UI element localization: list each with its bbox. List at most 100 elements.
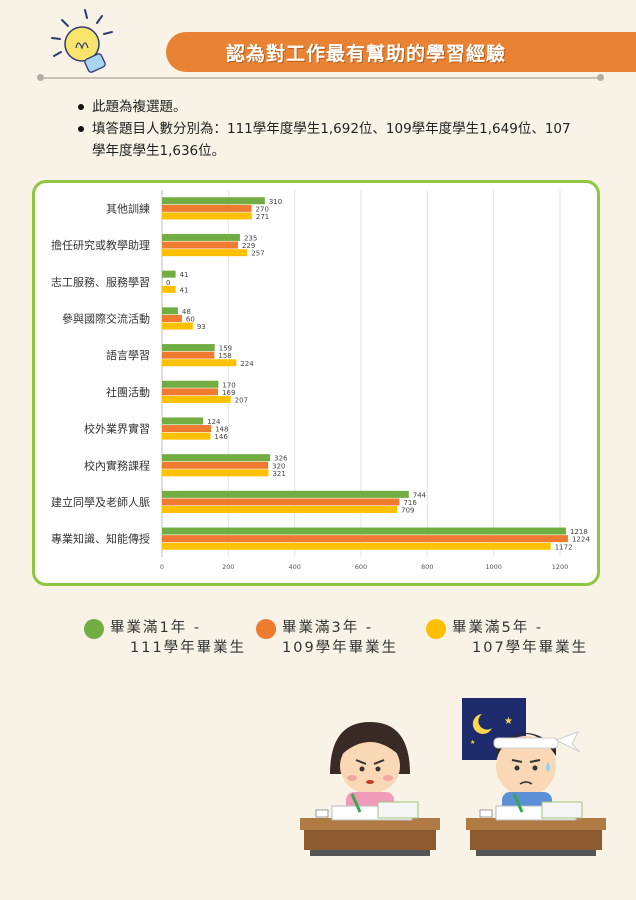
legend-line2: 107學年畢業生 bbox=[472, 640, 589, 656]
data-label: 224 bbox=[240, 360, 254, 368]
bar bbox=[162, 542, 551, 550]
star-icon: ★ bbox=[470, 739, 475, 746]
eraser-icon bbox=[315, 809, 329, 818]
data-label: 169 bbox=[222, 389, 235, 397]
legend-line2: 109學年畢業生 bbox=[282, 640, 399, 656]
legend-swatch bbox=[84, 619, 104, 639]
bar bbox=[162, 388, 219, 396]
data-label: 320 bbox=[272, 462, 285, 470]
chart-frame bbox=[32, 180, 600, 586]
bar bbox=[162, 351, 215, 359]
bar bbox=[162, 204, 252, 212]
x-tick-label: 200 bbox=[222, 563, 234, 571]
data-label: 0 bbox=[166, 279, 170, 287]
x-tick-label: 0 bbox=[160, 563, 164, 571]
bar bbox=[162, 249, 248, 257]
data-label: 744 bbox=[413, 491, 427, 499]
category-label: 其他訓練 bbox=[106, 201, 150, 215]
legend-item: 畢業滿3年 - 109學年畢業生 bbox=[256, 618, 398, 658]
data-label: 1218 bbox=[570, 528, 588, 536]
category-label: 建立同學及老師人脈 bbox=[51, 495, 150, 509]
notes-list: 此題為複選題。 填答題目人數分別為：111學年度學生1,692位、109學年度學… bbox=[78, 96, 578, 162]
x-tick-label: 800 bbox=[421, 563, 433, 571]
data-label: 235 bbox=[244, 234, 257, 242]
note-item: 填答題目人數分別為：111學年度學生1,692位、109學年度學生1,649位、… bbox=[78, 118, 578, 162]
x-tick-label: 1000 bbox=[485, 563, 502, 571]
data-label: 170 bbox=[222, 381, 235, 389]
category-label: 志工服務、服務學習 bbox=[51, 275, 150, 289]
bar bbox=[162, 241, 238, 249]
pencil-icon bbox=[350, 793, 362, 813]
star-icon: ★ bbox=[504, 716, 513, 727]
data-label: 41 bbox=[180, 286, 189, 294]
data-label: 229 bbox=[242, 242, 255, 250]
bar bbox=[162, 285, 176, 293]
moon-icon bbox=[472, 714, 492, 734]
data-label: 93 bbox=[197, 323, 206, 331]
data-label: 1224 bbox=[572, 536, 590, 544]
data-label: 321 bbox=[272, 470, 285, 478]
page-title: 認為對工作最有幫助的學習經驗 bbox=[225, 42, 506, 65]
data-label: 310 bbox=[269, 198, 282, 206]
bar bbox=[162, 233, 240, 241]
category-label: 參與國際交流活動 bbox=[62, 311, 150, 325]
bar bbox=[162, 197, 265, 205]
students-studying-illustration: ★ ★ ★ bbox=[300, 698, 606, 856]
note-item: 此題為複選題。 bbox=[78, 96, 578, 118]
bar bbox=[162, 535, 568, 543]
legend-item: 畢業滿1年 - 111學年畢業生 bbox=[84, 618, 246, 658]
bar bbox=[162, 322, 193, 330]
bar bbox=[162, 425, 212, 433]
bar-chart: 0 200 400 600 800 1000 1200其他訓練310270271擔任研究或教… bbox=[51, 190, 590, 571]
x-tick-label: 600 bbox=[355, 563, 367, 571]
title-banner: 認為對工作最有幫助的學習經驗 bbox=[166, 32, 636, 72]
divider-dot bbox=[37, 74, 44, 81]
divider-dot bbox=[597, 74, 604, 81]
bar bbox=[162, 212, 252, 220]
bar bbox=[162, 417, 204, 425]
legend-line1: 畢業滿5年 - bbox=[452, 620, 544, 636]
bar bbox=[162, 506, 398, 514]
data-label: 326 bbox=[274, 455, 288, 463]
bar bbox=[162, 469, 269, 477]
bar bbox=[162, 527, 566, 535]
bar bbox=[162, 454, 271, 462]
bar bbox=[162, 314, 182, 322]
bar bbox=[162, 461, 269, 469]
data-label: 146 bbox=[214, 433, 228, 441]
data-label: 709 bbox=[401, 507, 414, 515]
pencil-icon bbox=[512, 793, 524, 813]
data-label: 124 bbox=[207, 418, 221, 426]
data-label: 271 bbox=[256, 213, 269, 221]
legend-line1: 畢業滿3年 - bbox=[282, 620, 374, 636]
bar bbox=[162, 395, 231, 403]
data-label: 207 bbox=[235, 396, 248, 404]
x-tick-label: 1200 bbox=[552, 563, 569, 571]
data-label: 1172 bbox=[555, 543, 573, 551]
bar bbox=[162, 432, 211, 440]
data-label: 48 bbox=[182, 308, 191, 316]
bar bbox=[162, 490, 409, 498]
bar bbox=[162, 270, 176, 278]
bar bbox=[162, 380, 219, 388]
bar bbox=[162, 307, 178, 315]
lightbulb-icon bbox=[51, 9, 113, 73]
bar bbox=[162, 359, 237, 367]
data-label: 257 bbox=[251, 250, 264, 258]
category-label: 校內實務課程 bbox=[84, 458, 150, 472]
legend-swatch bbox=[256, 619, 276, 639]
legend-item: 畢業滿5年 - 107學年畢業生 bbox=[426, 618, 588, 658]
category-label: 校外業界實習 bbox=[84, 422, 150, 436]
data-label: 41 bbox=[180, 271, 189, 279]
data-label: 148 bbox=[215, 426, 228, 434]
category-label: 語言學習 bbox=[106, 348, 150, 362]
category-label: 擔任研究或教學助理 bbox=[51, 238, 150, 252]
bar bbox=[162, 498, 400, 506]
desks bbox=[300, 793, 606, 856]
category-label: 專業知識、知能傳授 bbox=[51, 532, 150, 546]
legend-line2: 111學年畢業生 bbox=[130, 640, 247, 656]
category-label: 社團活動 bbox=[106, 385, 150, 399]
legend-swatch bbox=[426, 619, 446, 639]
data-label: 158 bbox=[218, 352, 231, 360]
chart-legend: 畢業滿1年 - 111學年畢業生 畢業滿3年 - 109學年畢業生 畢業滿5年 - 1… bbox=[0, 618, 636, 668]
